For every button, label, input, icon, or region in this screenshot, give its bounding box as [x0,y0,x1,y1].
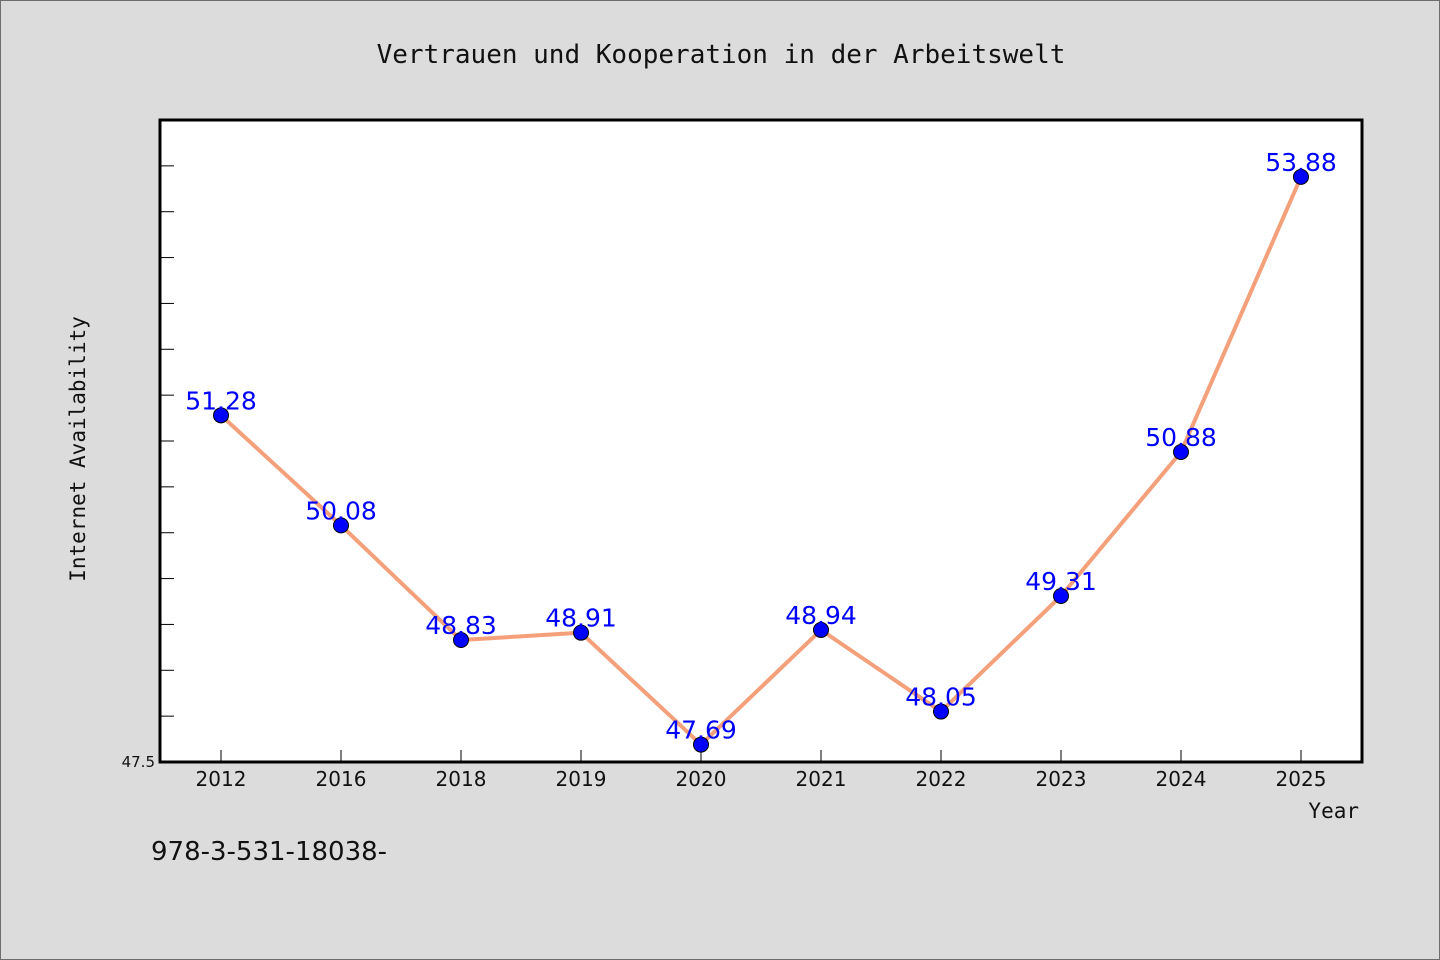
x-axis-label: Year [1308,799,1359,823]
data-point [693,736,709,753]
plot-area [158,118,1364,764]
data-label: 53.88 [1265,148,1337,177]
data-point [213,407,229,424]
data-label: 48.94 [785,601,857,630]
data-label: 48.05 [905,683,977,712]
data-point [1053,587,1069,604]
x-tick-label: 2016 [316,767,367,791]
chart-title: Vertrauen und Kooperation in der Arbeits… [377,40,1066,70]
data-label: 50.08 [305,496,377,525]
data-label: 51.28 [185,386,257,415]
data-point [1173,444,1189,461]
x-axis-ticks: 2012 2016 2018 2019 2020 2021 2022 2023 2024 2025 [196,750,1327,791]
data-label: 49.31 [1025,567,1097,596]
series-path [219,176,1303,747]
data-point [813,621,829,638]
y-axis-ticks: 47.5 [122,119,174,771]
data-label: 48.91 [545,604,617,633]
x-tick-label: 2025 [1276,767,1327,791]
y-tick-label: 47.5 [122,753,155,771]
data-labels: 51.28 50.08 48.83 48.91 47.69 48.94 48.05 49.31… [185,148,1337,745]
data-label: 48.83 [425,611,497,640]
data-point [933,703,949,720]
x-tick-label: 2023 [1036,767,1087,791]
series-line [213,168,1309,753]
isbn-text: 978-3-531-18038- [151,837,388,867]
data-label: 47.69 [665,716,737,745]
data-point [333,517,349,534]
x-tick-label: 2022 [916,767,967,791]
x-tick-label: 2019 [556,767,607,791]
x-tick-label: 2021 [796,767,847,791]
data-point [453,632,469,649]
x-tick-label: 2020 [676,767,727,791]
data-point [1293,168,1309,185]
data-point [573,624,589,641]
data-label: 50.88 [1145,423,1217,452]
x-tick-label: 2012 [196,767,247,791]
x-tick-label: 2018 [436,767,487,791]
x-tick-label: 2024 [1156,767,1207,791]
y-axis-label: Internet Availability [66,316,90,582]
